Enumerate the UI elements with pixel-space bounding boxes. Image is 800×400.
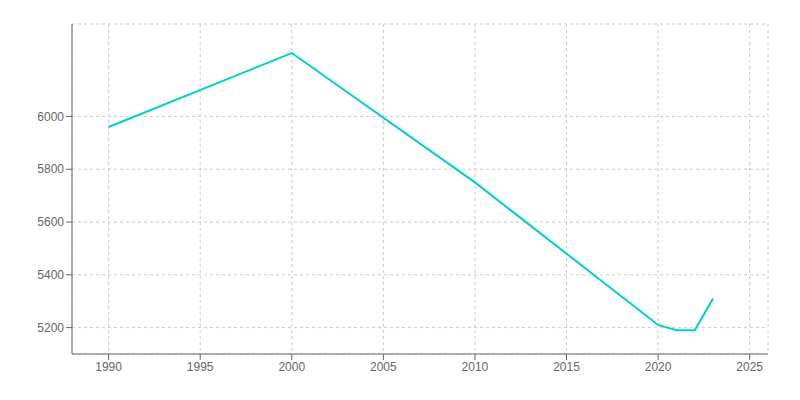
svg-text:5400: 5400 <box>37 268 64 282</box>
svg-text:2015: 2015 <box>553 360 580 374</box>
svg-text:6000: 6000 <box>37 110 64 124</box>
svg-text:2025: 2025 <box>736 360 763 374</box>
svg-text:1990: 1990 <box>95 360 122 374</box>
svg-text:5200: 5200 <box>37 321 64 335</box>
svg-text:5800: 5800 <box>37 162 64 176</box>
svg-text:2010: 2010 <box>462 360 489 374</box>
svg-text:2020: 2020 <box>645 360 672 374</box>
svg-text:2005: 2005 <box>370 360 397 374</box>
svg-text:2000: 2000 <box>278 360 305 374</box>
svg-text:1995: 1995 <box>187 360 214 374</box>
svg-text:5600: 5600 <box>37 215 64 229</box>
